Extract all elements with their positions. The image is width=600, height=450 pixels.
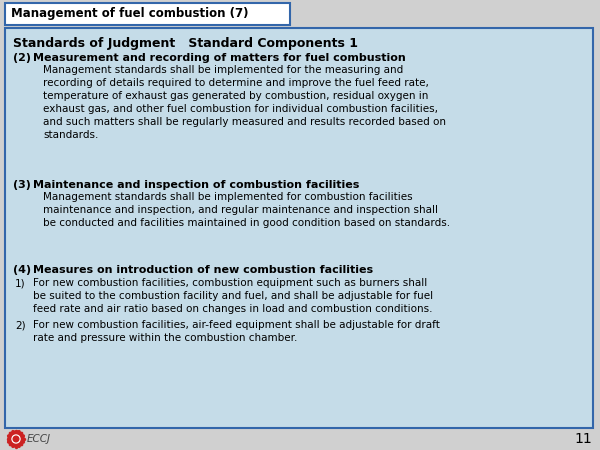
Text: Measurement and recording of matters for fuel combustion: Measurement and recording of matters for… — [33, 53, 406, 63]
Circle shape — [12, 435, 20, 443]
Text: 1): 1) — [15, 278, 26, 288]
Text: Standards of Judgment   Standard Components 1: Standards of Judgment Standard Component… — [13, 37, 358, 50]
Text: Management standards shall be implemented for combustion facilities
maintenance : Management standards shall be implemente… — [43, 192, 450, 228]
Text: (3): (3) — [13, 180, 31, 190]
Text: 11: 11 — [574, 432, 592, 446]
Text: Management of fuel combustion (7): Management of fuel combustion (7) — [11, 8, 248, 21]
Text: For new combustion facilities, air-feed equipment shall be adjustable for draft
: For new combustion facilities, air-feed … — [33, 320, 440, 343]
Circle shape — [13, 436, 19, 442]
Text: ECCJ: ECCJ — [27, 434, 51, 444]
Text: Measures on introduction of new combustion facilities: Measures on introduction of new combusti… — [33, 265, 373, 275]
FancyBboxPatch shape — [5, 28, 593, 428]
Text: Management standards shall be implemented for the measuring and
recording of det: Management standards shall be implemente… — [43, 65, 446, 140]
Text: Maintenance and inspection of combustion facilities: Maintenance and inspection of combustion… — [33, 180, 359, 190]
Text: 2): 2) — [15, 320, 26, 330]
Text: For new combustion facilities, combustion equipment such as burners shall
be sui: For new combustion facilities, combustio… — [33, 278, 433, 314]
FancyBboxPatch shape — [5, 3, 290, 25]
Text: (4): (4) — [13, 265, 31, 275]
Text: (2): (2) — [13, 53, 31, 63]
Circle shape — [8, 431, 24, 447]
